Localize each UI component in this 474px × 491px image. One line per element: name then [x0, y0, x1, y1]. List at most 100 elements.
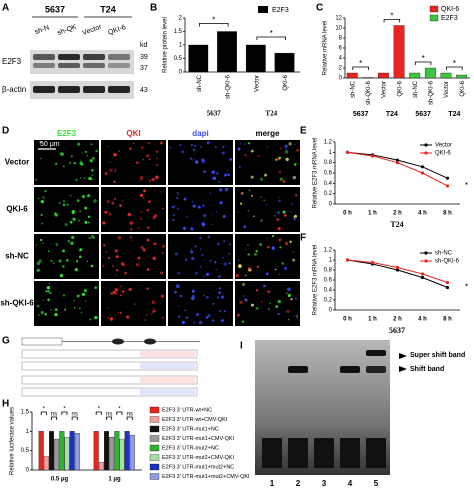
cell [113, 197, 117, 201]
cell [127, 212, 132, 217]
cell [38, 314, 40, 316]
cell [121, 200, 124, 202]
point [370, 154, 375, 158]
cell [282, 179, 286, 183]
x-tick-label: 8 h [443, 317, 452, 323]
significance-bracket [256, 36, 287, 40]
panel-label: D [2, 126, 9, 137]
legend-swatch [149, 425, 160, 433]
annotation: * [212, 16, 215, 25]
cell [83, 177, 86, 179]
cell [198, 320, 203, 325]
x-axis-title: 5637 [389, 326, 405, 335]
cell [115, 274, 117, 276]
cell [260, 219, 263, 222]
micrograph [235, 234, 300, 279]
cell [58, 259, 62, 263]
cell [117, 311, 119, 314]
bar [119, 438, 125, 471]
cell [267, 290, 271, 294]
cell [284, 144, 288, 148]
y-tick-label: 1.2 [324, 140, 333, 146]
cell [76, 199, 80, 203]
y-tick-label: 1 [329, 150, 333, 156]
cell [110, 292, 113, 295]
cell [36, 304, 40, 308]
cell [132, 142, 135, 145]
lane-label: 5 [374, 479, 379, 488]
cell [280, 147, 282, 150]
cell [178, 315, 181, 318]
cell [106, 307, 109, 309]
bar [217, 31, 237, 73]
significance-bracket [71, 416, 78, 420]
cell [267, 245, 270, 249]
cell [111, 201, 115, 205]
point [370, 260, 375, 265]
cell [194, 245, 197, 248]
annotation: * [63, 407, 66, 413]
cell [247, 142, 251, 145]
cell [63, 200, 65, 203]
cell [229, 243, 231, 246]
significance-bracket [352, 66, 369, 70]
legend-swatch [149, 463, 160, 471]
cell [137, 256, 141, 260]
cell [212, 302, 215, 305]
x-tick-label: Vector [382, 81, 388, 98]
cell [294, 143, 296, 146]
cell [194, 154, 196, 156]
micrograph [235, 187, 300, 232]
y-tick-label: 0 [329, 308, 333, 314]
blot-image [30, 81, 134, 99]
cell [64, 223, 68, 226]
cell [278, 238, 282, 242]
cell [142, 197, 145, 200]
cell [146, 208, 150, 212]
cell [191, 296, 195, 301]
cell [253, 215, 255, 218]
significance-bracket [414, 61, 432, 65]
cell [81, 152, 84, 154]
cell [287, 318, 290, 321]
row-label: β-actin [2, 85, 26, 94]
x-tick-label: 8 h [443, 211, 452, 217]
significance-bracket [126, 416, 133, 420]
cell [54, 213, 58, 217]
cell [90, 168, 94, 172]
cell [277, 196, 279, 198]
cell [64, 308, 67, 311]
bar [456, 74, 468, 79]
legend-swatch [149, 454, 160, 461]
panel-label: E [300, 126, 307, 137]
cell [159, 297, 162, 299]
blot-band [83, 54, 105, 60]
cell [35, 178, 37, 181]
cell [201, 222, 206, 226]
column-header: E2F3 [57, 129, 77, 138]
cell [242, 295, 245, 298]
cell [89, 318, 92, 321]
annotation: * [359, 59, 362, 68]
group-label: T24 [265, 110, 277, 118]
annotation: * [465, 283, 468, 292]
cell [221, 319, 224, 322]
cell [190, 227, 194, 231]
cell [84, 206, 88, 210]
cell [211, 170, 215, 175]
cell [113, 180, 116, 183]
cell [139, 179, 141, 182]
cell [151, 300, 155, 305]
column-header: merge [255, 129, 280, 138]
cell [176, 197, 179, 200]
cell [220, 295, 225, 299]
cell [54, 308, 58, 311]
cell [284, 150, 289, 154]
cell [202, 294, 205, 297]
annotation: * [270, 29, 273, 38]
y-tick-label: 1 [329, 258, 333, 264]
micrograph [235, 281, 300, 326]
bar [362, 77, 374, 79]
y-tick-label: 0.4 [324, 181, 333, 187]
cell [76, 260, 79, 263]
